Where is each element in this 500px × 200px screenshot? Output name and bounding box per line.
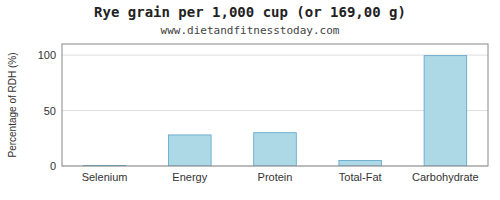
x-tick-label: Selenium xyxy=(82,171,128,183)
plot-frame xyxy=(62,44,488,166)
x-tick-label: Energy xyxy=(172,171,207,183)
y-tick-label: 50 xyxy=(44,105,56,117)
bar xyxy=(254,133,297,166)
title: Rye grain per 1,000 cup (or 169,00 g) xyxy=(94,4,406,20)
x-tick-label: Total-Fat xyxy=(339,171,382,183)
x-tick-label: Carbohydrate xyxy=(412,171,479,183)
bar xyxy=(169,135,212,166)
y-tick-label: 100 xyxy=(38,49,56,61)
bar xyxy=(339,160,382,166)
y-axis-label: Percentage of RDH (%) xyxy=(7,52,18,157)
subtitle: www.dietandfitnesstoday.com xyxy=(161,24,340,37)
bar xyxy=(424,56,467,166)
x-tick-label: Protein xyxy=(258,171,293,183)
bars xyxy=(83,56,466,166)
chart-container: Rye grain per 1,000 cup (or 169,00 g) www… xyxy=(0,0,500,200)
chart: Rye grain per 1,000 cup (or 169,00 g) www… xyxy=(0,0,500,200)
y-tick-label: 0 xyxy=(50,160,56,172)
